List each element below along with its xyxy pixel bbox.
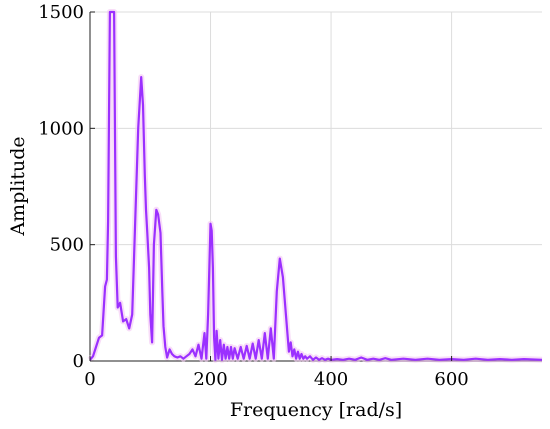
x-tick-label: 400 xyxy=(314,369,348,390)
x-tick-label: 600 xyxy=(434,369,468,390)
series-line xyxy=(89,10,543,361)
y-axis-title: Amplitude xyxy=(7,136,29,236)
x-tick-label: 200 xyxy=(193,369,227,390)
y-tick-label: 1500 xyxy=(38,2,84,23)
y-tick-label: 1000 xyxy=(38,118,84,139)
y-tick-label: 0 xyxy=(73,351,84,372)
x-axis-ticks: 0 200 400 600 xyxy=(84,356,469,390)
y-tick-label: 500 xyxy=(50,235,84,256)
y-axis-ticks: 0 500 1000 1500 xyxy=(38,2,95,372)
series-lines xyxy=(87,9,543,363)
plot-area xyxy=(89,12,542,362)
grid-lines xyxy=(89,11,542,362)
x-tick-label: 0 xyxy=(84,369,95,390)
x-axis-title: Frequency [rad/s] xyxy=(230,399,402,421)
series-glow xyxy=(87,9,543,363)
